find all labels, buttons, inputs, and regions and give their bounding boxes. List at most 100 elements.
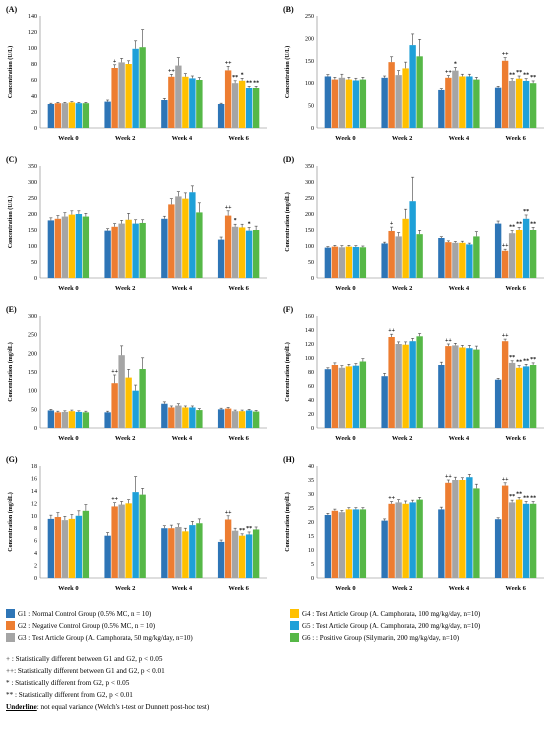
panel-d-bar-g5-2 xyxy=(466,244,473,278)
panel-g-bar-g4-0 xyxy=(68,518,76,578)
panel-d-annotation: ** xyxy=(530,221,536,227)
panel-d-ytick: 200 xyxy=(305,212,314,218)
panel-h-bar-g2-1 xyxy=(388,503,395,578)
panel-f-annotation: ++ xyxy=(502,333,509,339)
panel-f-xtick: Week 4 xyxy=(449,435,470,442)
panel-h-annotation: ** xyxy=(509,494,515,500)
note-plus: + : Statistically different between G1 a… xyxy=(6,655,163,663)
panel-g-annotation: ** xyxy=(239,528,245,534)
panel-f-ytick: 20 xyxy=(308,412,314,418)
panel-c-xtick: Week 4 xyxy=(172,285,193,292)
panel-c-bar-g5-0 xyxy=(75,214,83,278)
panel-e-bar-g3-1 xyxy=(118,355,125,428)
panel-c-bar-g6-2 xyxy=(196,212,203,278)
panel-c-annotation: ++ xyxy=(225,205,232,211)
panel-f-bar-g1-0 xyxy=(324,369,332,428)
panel-a-bar-g3-3 xyxy=(231,83,239,128)
panel-g-bar-g4-1 xyxy=(125,503,132,578)
panel-d-bar-g6-0 xyxy=(359,247,367,278)
panel-g-xtick: Week 6 xyxy=(228,585,249,592)
panel-b-bar-g4-0 xyxy=(345,79,353,128)
panel-a-annotation: + xyxy=(113,59,117,65)
panel-g-bar-g3-2 xyxy=(175,526,182,578)
panel-f-ytick: 60 xyxy=(308,384,314,390)
panel-c-bar-g3-3 xyxy=(231,226,239,278)
legend-label-g6: G6 : : Positive Group (Silymarin, 200 mg… xyxy=(302,633,460,642)
panel-b-ylabel: Concentration (U/L) xyxy=(284,46,291,99)
panel-e-annotation: ++ xyxy=(111,369,118,375)
panel-b-bar-g2-2 xyxy=(445,77,452,128)
panel-h-ytick: 15 xyxy=(308,534,314,540)
panel-a-ytick: 100 xyxy=(28,46,37,52)
panel-d-xtick: Week 4 xyxy=(449,285,470,292)
panel-b: (B) Concentration (U/L) 0 50 100 150 200 250 Wee… xyxy=(283,5,544,142)
panel-e-ytick: 100 xyxy=(28,389,37,395)
panel-f-annotation: ** xyxy=(530,357,536,363)
panel-a-bar-g6-2 xyxy=(196,80,203,128)
panel-c-label: (C) xyxy=(6,155,17,164)
panel-h-annotation: ** xyxy=(516,491,522,497)
panel-g-bar-g2-3 xyxy=(224,519,232,578)
panel-a-annotation: * xyxy=(241,72,244,78)
panel-h-bar-g3-0 xyxy=(338,512,346,578)
panel-a-xtick: Week 6 xyxy=(228,135,249,142)
panel-f-xtick: Week 6 xyxy=(505,435,526,442)
panel-a-annotation: ** xyxy=(246,80,252,86)
panel-b-bar-g6-3 xyxy=(529,83,537,128)
panel-b-bar-g2-3 xyxy=(501,60,509,128)
panel-g-ytick: 4 xyxy=(34,551,37,557)
panel-g-annotation: ** xyxy=(246,526,252,532)
panel-a-bar-g2-1 xyxy=(111,68,118,128)
panel-c-bar-g4-0 xyxy=(68,214,76,278)
panel-b-bar-g3-1 xyxy=(395,75,402,128)
panel-e-bar-g1-0 xyxy=(47,410,55,428)
panel-e-bar-g2-0 xyxy=(54,412,62,428)
panel-b-bar-g5-2 xyxy=(466,76,473,128)
panel-b-ytick: 0 xyxy=(311,126,314,132)
panel-c-ytick: 250 xyxy=(28,196,37,202)
panel-b-bar-g3-3 xyxy=(508,80,516,128)
panel-f-bar-g2-0 xyxy=(331,365,339,428)
panel-g-bar-g6-1 xyxy=(139,494,146,578)
panel-e-bar-g1-2 xyxy=(161,403,168,428)
panel-b-annotation: ** xyxy=(530,75,536,81)
panel-a-bar-g5-2 xyxy=(189,78,196,128)
panel-f-bar-g6-3 xyxy=(529,365,537,428)
panel-f-bar-g3-0 xyxy=(338,367,346,428)
panel-f-bar-g2-3 xyxy=(501,341,509,428)
panel-g-bar-g6-3 xyxy=(252,529,260,578)
panel-h-annotation: ** xyxy=(530,496,536,502)
panel-b-annotation: ** xyxy=(523,73,529,79)
panel-a-bar-g3-2 xyxy=(175,65,182,128)
panel-h-bar-g6-1 xyxy=(416,499,423,578)
panel-g: (G) Concentration (mg/dL) 0 2 4 6 8 10 12 14 16 18 W… xyxy=(6,455,267,592)
panel-h-bar-g1-0 xyxy=(324,515,332,578)
panel-h-ytick: 5 xyxy=(311,562,314,568)
panel-f-bar-g6-2 xyxy=(473,349,480,428)
panel-a-annotation: ** xyxy=(232,75,238,81)
panel-e-xtick: Week 6 xyxy=(228,435,249,442)
panel-f-ytick: 40 xyxy=(308,398,314,404)
panel-f-annotation: ** xyxy=(523,358,529,364)
panel-g-xtick: Week 0 xyxy=(58,585,78,592)
panel-h-bar-g4-1 xyxy=(402,503,409,578)
panel-c-bar-g6-0 xyxy=(82,216,90,278)
panel-a-ytick: 60 xyxy=(31,78,37,84)
panel-e-bar-g3-0 xyxy=(61,411,69,428)
panel-b-bar-g6-2 xyxy=(473,79,480,128)
panel-e-xtick: Week 0 xyxy=(58,435,78,442)
legend-swatch-g3 xyxy=(6,633,15,642)
panel-e-ytick: 200 xyxy=(28,351,37,357)
panel-e-bar-g3-2 xyxy=(175,405,182,428)
legend-label-g1: G1 : Normal Control Group (0.5% MC, n = … xyxy=(18,609,152,618)
panel-c-bar-g6-1 xyxy=(139,222,146,278)
panel-b-bar-g4-3 xyxy=(515,78,523,128)
panel-d-annotation: ** xyxy=(523,209,529,215)
legend-item-g3: G3 : Test Article Group (A. Camphorata, … xyxy=(6,633,193,642)
panel-h-xtick: Week 2 xyxy=(392,585,412,592)
panel-g-ytick: 18 xyxy=(31,464,37,470)
panel-d-annotation: ++ xyxy=(502,243,509,249)
panel-h-bar-g2-2 xyxy=(445,482,452,578)
panel-d-bar-g6-3 xyxy=(529,230,537,278)
panel-g-bar-g1-1 xyxy=(104,535,111,578)
